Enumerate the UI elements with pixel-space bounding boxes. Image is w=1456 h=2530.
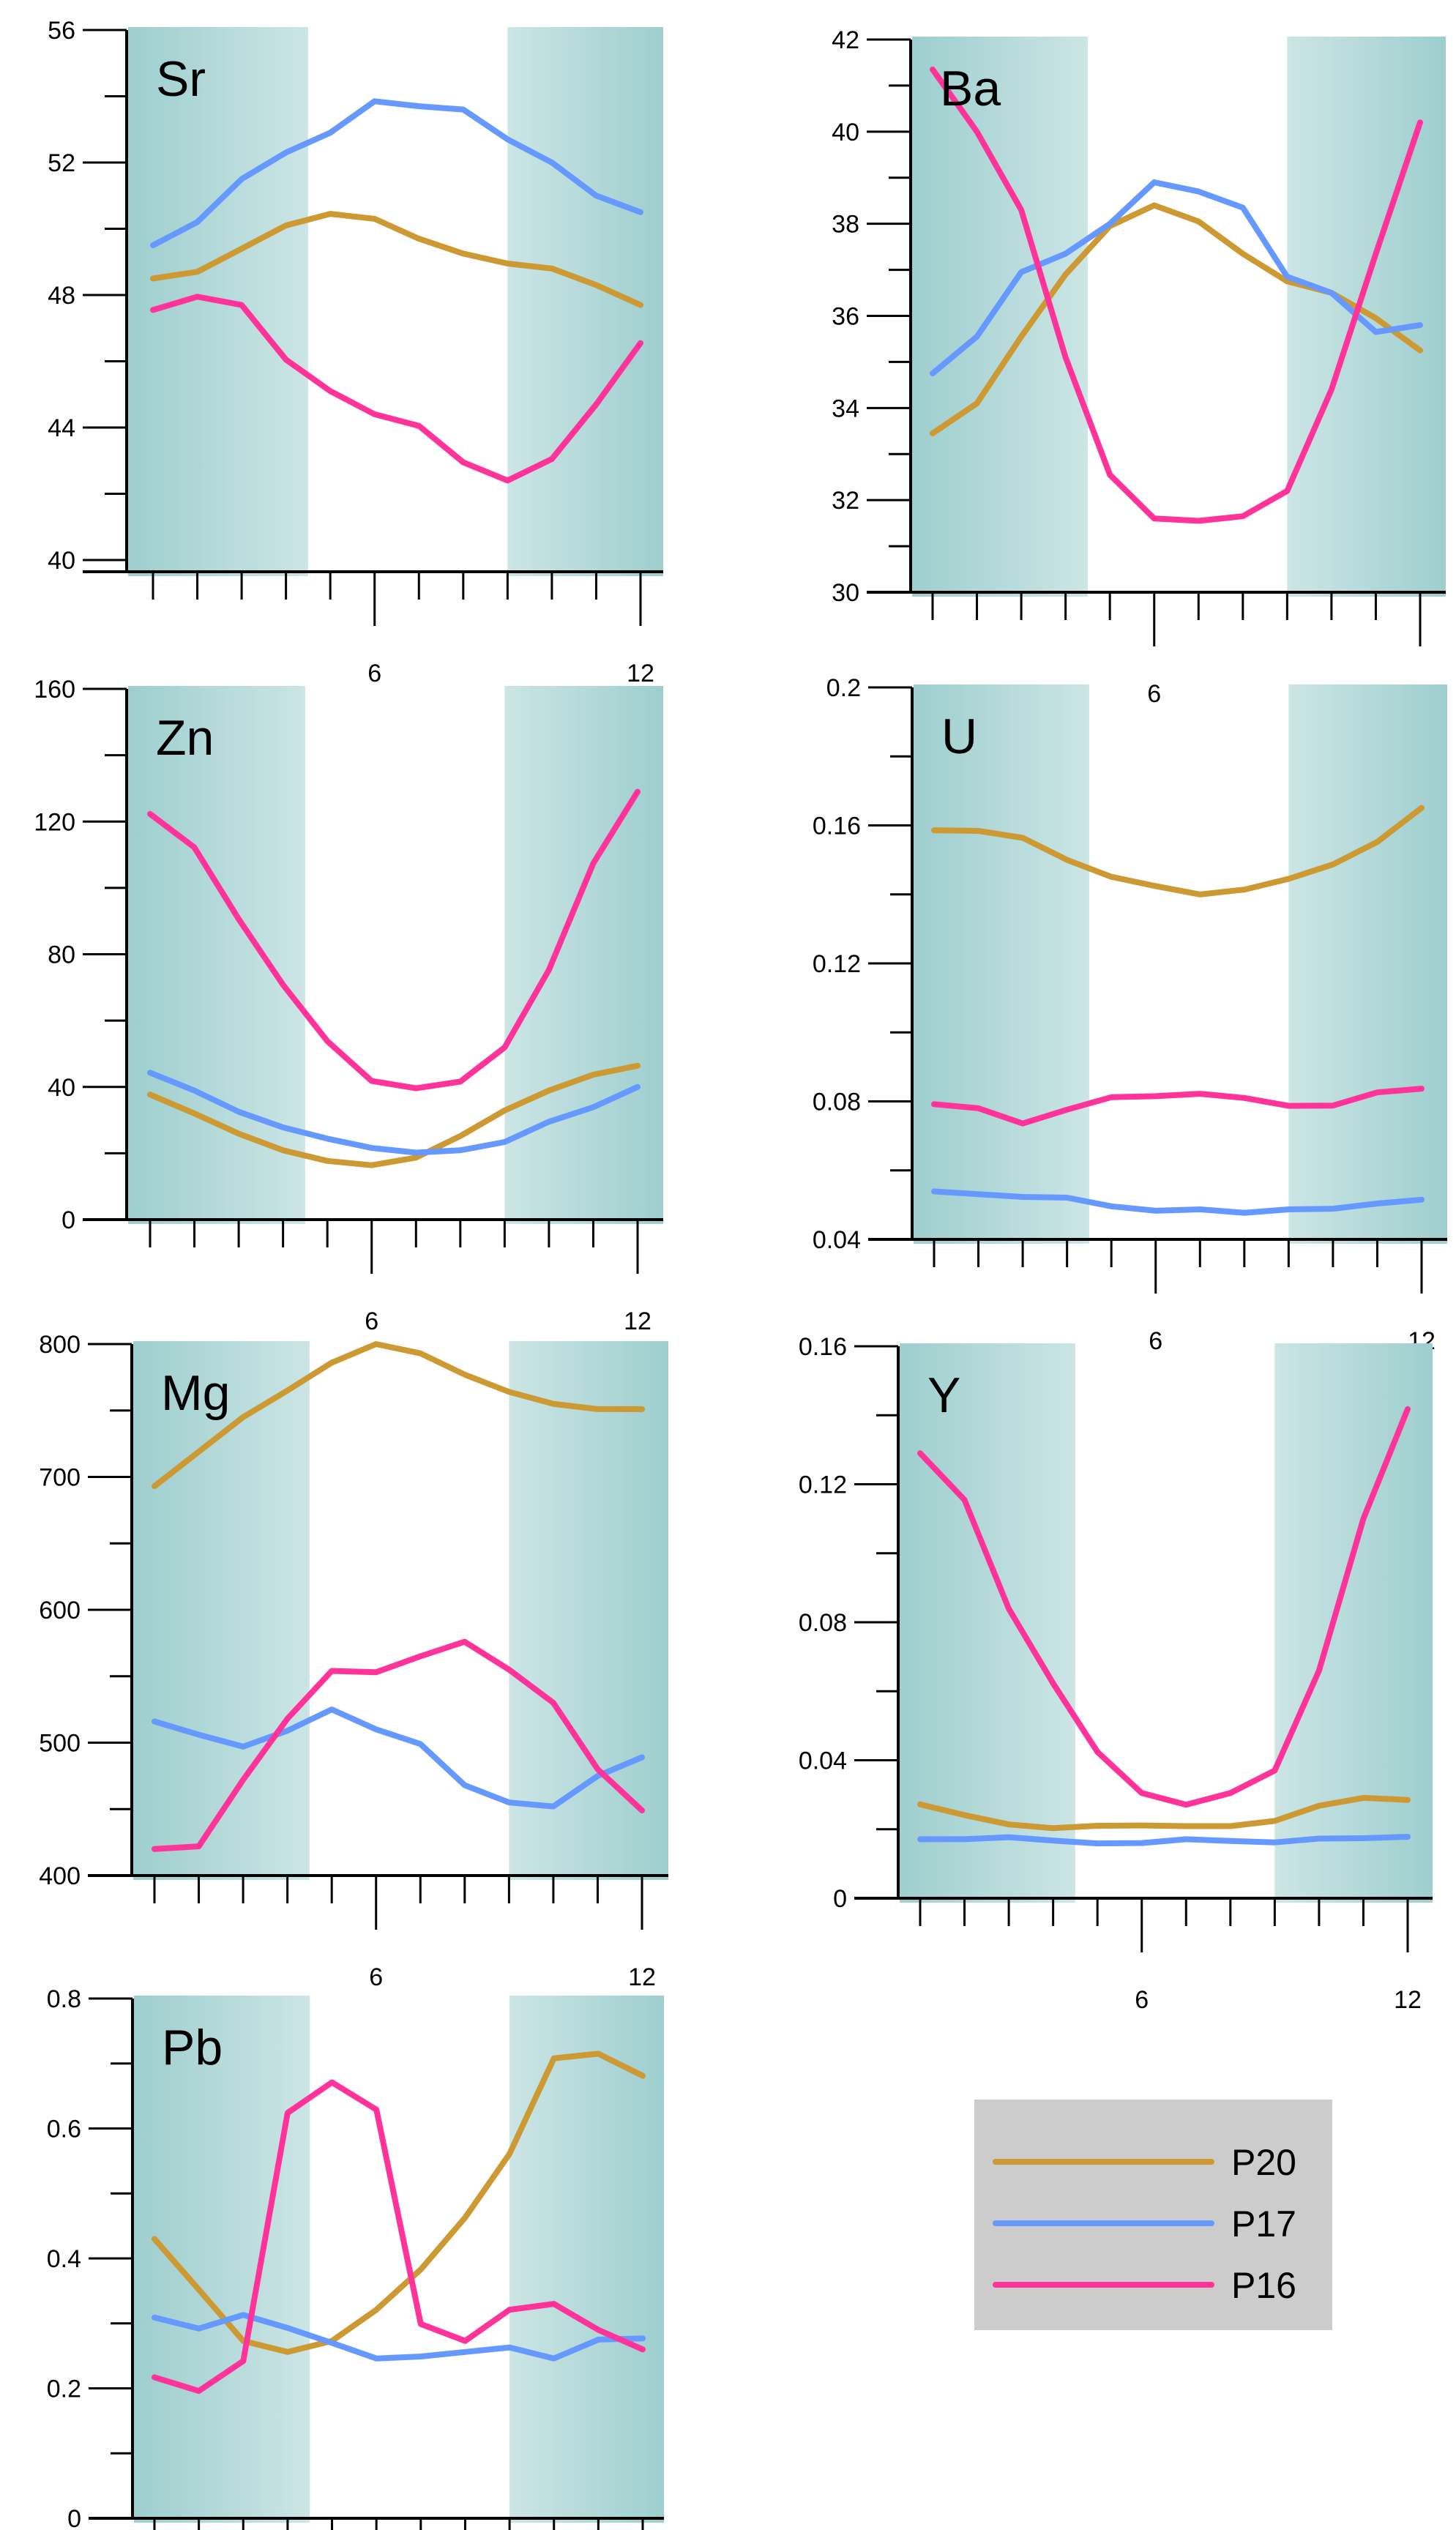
panel-title: Mg: [161, 1365, 230, 1421]
shaded-band-left: [912, 37, 1088, 597]
panel-title: Sr: [156, 51, 206, 107]
series-line-p16: [931, 1086, 1425, 1127]
series-line-p20: [152, 2051, 646, 2355]
y-tick-label: 0: [67, 2505, 81, 2530]
series-line-p17: [150, 98, 643, 249]
x-tick-label: 6: [365, 1307, 378, 1335]
shaded-band-right: [509, 1341, 668, 1880]
series-line-p17: [931, 1188, 1425, 1216]
series-line-p20: [152, 1341, 645, 1490]
y-tick-label: 800: [39, 1331, 81, 1359]
y-tick-label: 0.08: [799, 1609, 847, 1637]
y-tick-label: 0.16: [799, 1333, 847, 1361]
y-tick-label: 30: [832, 579, 859, 607]
panel-u: 0.040.080.120.160.26 12U: [813, 674, 1447, 1355]
y-tick-label: 120: [34, 808, 75, 836]
legend: P20 P17 P16: [974, 2100, 1332, 2330]
panel-mg: 400 500 600 700 800 6 12 Mg: [39, 1331, 668, 1991]
legend-label-p16: P16: [1231, 2265, 1296, 2306]
series-line-p16: [917, 1406, 1411, 1808]
y-tick-label: 0.4: [47, 2245, 81, 2273]
y-tick-label: 52: [48, 149, 75, 177]
y-tick-label: 0: [61, 1206, 75, 1234]
shaded-band-left: [133, 1341, 310, 1880]
series-line-p16: [152, 2079, 646, 2395]
panel-pb: 00.20.40.60.8612Pb: [47, 1985, 664, 2530]
panel-title: U: [941, 709, 977, 764]
series-line-p20: [931, 805, 1425, 898]
x-tick-label: 6: [1149, 1327, 1162, 1355]
y-tick-label: 0.12: [799, 1471, 847, 1499]
shaded-band-left: [128, 686, 305, 1224]
y-tick-label: 40: [832, 119, 859, 146]
x-tick-label: 12: [628, 1963, 656, 1991]
y-tick-label: 40: [48, 1074, 75, 1102]
y-tick-label: 38: [832, 211, 859, 239]
shaded-band-right: [509, 1996, 664, 2523]
y-tick-label: 48: [48, 282, 75, 310]
panel-title: Ba: [940, 61, 1001, 116]
series-line-p20: [147, 1062, 641, 1168]
series-line-p20: [917, 1794, 1411, 1832]
panel-ba: 30323436384042612Ba: [832, 26, 1446, 708]
x-tick-label: 6: [369, 1963, 383, 1991]
legend-label-p20: P20: [1231, 2142, 1296, 2183]
y-tick-label: 600: [39, 1597, 81, 1624]
y-tick-label: 0: [833, 1885, 847, 1913]
y-tick-label: 700: [39, 1464, 81, 1492]
y-tick-label: 160: [34, 676, 75, 704]
y-tick-label: 0.2: [47, 2376, 81, 2403]
panel-title: Pb: [162, 2020, 223, 2075]
series-line-p17: [152, 2312, 646, 2362]
x-tick-label: 6: [1147, 680, 1161, 708]
y-tick-label: 34: [832, 395, 859, 422]
y-tick-label: 0.04: [813, 1226, 861, 1254]
series-line-p16: [152, 1638, 645, 1852]
y-tick-label: 500: [39, 1730, 81, 1758]
y-tick-label: 0.08: [813, 1089, 861, 1116]
series-line-p17: [152, 1706, 645, 1810]
y-tick-label: 44: [48, 414, 75, 442]
y-tick-label: 40: [48, 547, 75, 575]
x-tick-label: 12: [1394, 1986, 1422, 2014]
y-tick-label: 0.2: [826, 674, 861, 702]
series-line-p16: [147, 788, 641, 1092]
shaded-band-left: [914, 684, 1089, 1244]
y-tick-label: 42: [832, 26, 859, 54]
y-tick-label: 36: [832, 303, 859, 331]
series-line-p17: [147, 1070, 641, 1156]
panels: 40 44 48 52 56 6 12 Sr 30 32 34 36 38 40 42 6 12 Ba 0 40 80 1…: [34, 17, 1447, 2530]
y-tick-label: 56: [48, 17, 75, 45]
panel-y: 0 0.04 0.08 0.12 0.16 6 12 Y: [799, 1333, 1433, 2014]
shaded-band-left: [134, 1996, 310, 2523]
y-tick-label: 0.16: [813, 813, 861, 840]
legend-label-p17: P17: [1231, 2204, 1296, 2244]
y-tick-label: 80: [48, 941, 75, 969]
panel-zn: 0 40 80 120 160 6 12 Zn: [34, 676, 663, 1335]
x-tick-label: 6: [1135, 1986, 1149, 2014]
panel-title: Y: [927, 1367, 960, 1423]
y-tick-label: 0.04: [799, 1747, 847, 1775]
x-tick-label: 12: [624, 1307, 652, 1335]
y-tick-label: 0.8: [47, 1985, 81, 2013]
y-tick-label: 0.6: [47, 2116, 81, 2143]
y-tick-label: 0.12: [813, 950, 861, 978]
series-line-p17: [930, 179, 1423, 377]
legend-box: [974, 2100, 1332, 2330]
x-tick-label: 6: [367, 660, 381, 687]
shaded-band-right: [1274, 1343, 1433, 1903]
panel-sr: 40 44 48 52 56 6 12 Sr: [48, 17, 663, 687]
shaded-band-right: [1288, 684, 1447, 1244]
y-tick-label: 400: [39, 1862, 81, 1890]
series-line-p16: [150, 294, 643, 484]
series-line-p16: [930, 66, 1423, 524]
series-line-p17: [917, 1834, 1411, 1847]
shaded-band-right: [504, 686, 663, 1224]
y-tick-label: 32: [832, 487, 859, 515]
series-line-p20: [150, 211, 643, 308]
x-tick-label: 12: [627, 660, 654, 687]
panel-title: Zn: [156, 710, 214, 766]
